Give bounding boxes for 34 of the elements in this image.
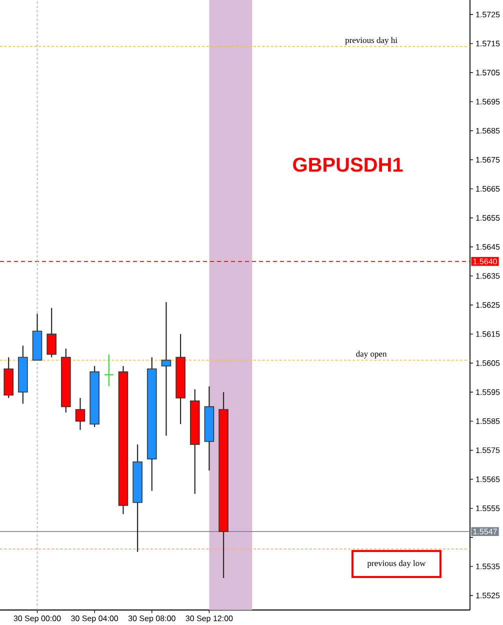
y-tick-label: 1.5705 [476,70,500,76]
ref-line-label: day open [356,350,387,358]
y-tick-label: 1.5695 [476,98,500,105]
y-tick-label: 1.5605 [476,360,500,366]
y-tick-label: 1.5585 [476,418,500,424]
candlestick [75,397,86,430]
y-tick-label: 1.5525 [476,592,500,598]
ref-line-label: 1.5547 [473,528,497,534]
x-tick-label: 30 Sep 04:00 [71,616,118,623]
y-tick-label: 1.5635 [476,273,500,279]
y-tick-label: 1.5715 [476,40,500,46]
y-tick-label: 1.5645 [476,244,500,250]
x-tick-label: 30 Sep 00:00 [14,616,61,623]
candlestick [104,354,114,387]
x-tick-label: 30 Sep 12:00 [186,616,233,623]
y-tick-label: 1.5555 [476,506,500,512]
y-tick-label: 1.5595 [476,389,500,395]
text: GBPUSDH1 [293,158,403,172]
ref-line-label: 1.5640 [473,258,497,264]
y-tick-label: 1.5655 [476,215,500,221]
y-tick-label: 1.5615 [476,331,500,337]
candlestick [46,307,56,358]
ref-line-label: previous day hi [345,37,398,45]
y-tick-label: 1.5575 [476,447,500,454]
y-tick-label: 1.5565 [476,476,500,482]
y-tick-label: 1.5535 [476,564,500,570]
y-tick-label: 1.5725 [476,12,500,18]
y-tick-label: 1.5685 [476,128,500,134]
y-tick-label: 1.5625 [476,302,500,308]
candlestick [161,302,172,436]
x-tick-label: 30 Sep 08:00 [128,616,176,623]
y-tick-label: 1.5675 [476,156,500,163]
annotation: previous day low [367,560,426,568]
y-tick-label: 1.5665 [476,186,500,192]
